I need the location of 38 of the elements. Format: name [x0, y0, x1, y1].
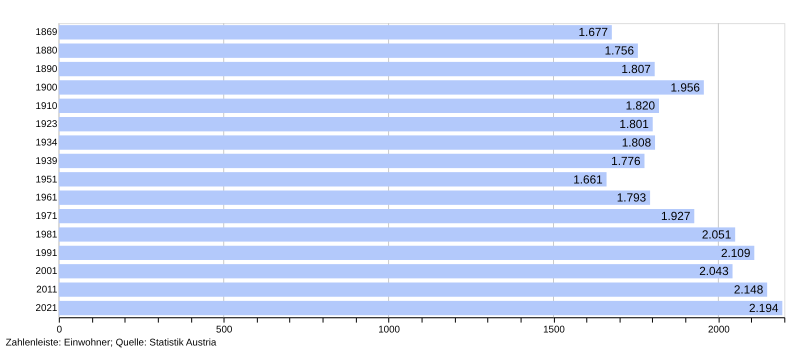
y-tick-label: 1890 [36, 64, 58, 75]
y-tick-label: 1869 [36, 27, 58, 38]
x-tick-label: 1000 [378, 324, 401, 336]
y-tick-label: 1900 [36, 82, 58, 94]
y-tick-label: 1910 [36, 100, 58, 112]
x-tick-label: 2000 [708, 324, 730, 336]
data-label: 1.756 [604, 44, 634, 58]
data-label: 1.776 [611, 154, 642, 168]
y-tick-label: 2021 [36, 302, 58, 314]
data-label: 1.956 [670, 81, 700, 94]
y-tick-label: 1923 [36, 119, 58, 130]
data-label: 2.194 [749, 302, 779, 315]
data-label: 2.043 [699, 265, 730, 278]
data-label: 2.109 [720, 246, 750, 260]
x-tick-label: 1500 [543, 324, 566, 336]
y-tick-label: 2001 [36, 266, 58, 278]
y-tick-label: 1934 [36, 138, 58, 149]
data-label: 1.661 [573, 173, 603, 186]
y-tick-label: 1981 [36, 229, 58, 240]
text: Zahlenleiste: Einwohner; Quelle: Statistik Austria [6, 338, 217, 349]
y-tick-label: 1951 [36, 174, 58, 186]
y-tick-label: 2011 [36, 284, 58, 296]
x-tick-label: 500 [216, 324, 233, 336]
data-label: 1.808 [622, 136, 652, 150]
data-label: 2.148 [734, 284, 764, 297]
data-label: 1.927 [660, 210, 690, 224]
y-tick-label: 1939 [36, 156, 58, 167]
data-label: 1.793 [616, 192, 647, 205]
data-label: 1.677 [578, 26, 608, 40]
y-tick-label: 1961 [36, 192, 58, 204]
y-tick-label: 1991 [36, 248, 58, 259]
data-label: 1.820 [626, 100, 656, 113]
data-label: 2.051 [702, 228, 732, 242]
y-tick-label: 1880 [36, 46, 58, 57]
x-tick-label: 0 [56, 324, 63, 336]
data-label: 1.807 [621, 62, 651, 76]
data-label: 1.801 [619, 118, 649, 132]
y-tick-label: 1971 [36, 211, 58, 222]
